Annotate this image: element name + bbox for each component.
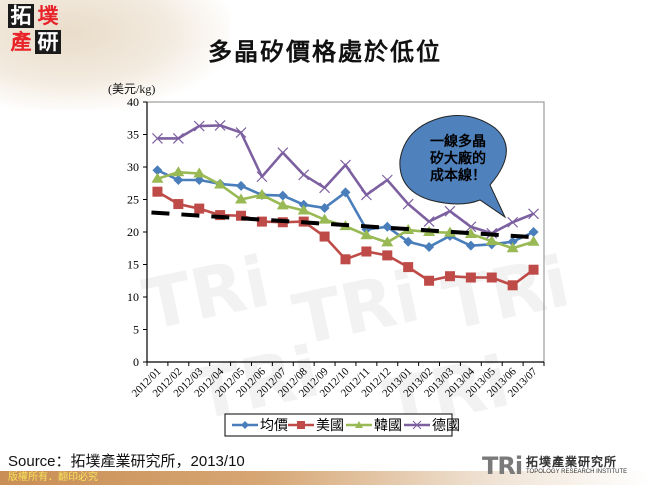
y-axis-unit-label: (美元/kg)	[108, 82, 156, 96]
annotation-text: 一線多晶	[430, 133, 486, 150]
legend-label: 均價	[260, 417, 288, 434]
y-tick-label: 15	[127, 258, 139, 272]
svg-text:TRi: TRi	[136, 240, 276, 346]
org-name-zh: 拓墣產業研究所	[526, 455, 618, 469]
legend-label: 德國	[432, 418, 460, 434]
logo-char: 產	[10, 29, 32, 54]
annotation-text: 矽大廠的	[430, 150, 486, 167]
tri-corner-logo: 拓 墣 產 研	[8, 4, 64, 56]
y-tick-label: 35	[127, 128, 139, 142]
y-tick-label: 25	[127, 193, 139, 207]
y-tick-label: 5	[133, 323, 139, 337]
legend-label: 韓國	[374, 418, 402, 434]
series-德國	[152, 119, 539, 239]
logo-char: 研	[35, 30, 61, 54]
tri-mark: TRi	[482, 452, 523, 480]
y-tick-label: 20	[127, 225, 139, 239]
chart-legend: 均價 美國 韓國 德國	[224, 413, 460, 437]
logo-char: 拓	[8, 4, 34, 28]
footer-bar	[0, 471, 650, 485]
page-title: 多晶矽價格處於低位	[208, 37, 442, 66]
background-map	[0, 0, 230, 110]
source-caption: Source：拓墣產業研究所，2013/10	[8, 453, 245, 470]
svg-text:TRi: TRi	[436, 240, 576, 346]
cost-trendline	[151, 210, 534, 240]
y-tick-label: 30	[127, 160, 139, 174]
y-tick-label: 0	[133, 355, 139, 369]
logo-char: 墣	[37, 3, 59, 28]
legend-label: 美國	[316, 418, 344, 434]
y-tick-label: 10	[127, 290, 139, 304]
y-tick-label: 40	[127, 95, 139, 109]
annotation-text: 成本線！	[430, 167, 486, 184]
copyright-notice: 版權所有．翻印必究	[8, 472, 98, 483]
org-name-en: TOPOLOGY RESEARCH INSTITUTE	[526, 469, 628, 475]
tri-institute-logo: TRi 拓墣產業研究所 TOPOLOGY RESEARCH INSTITUTE	[482, 452, 647, 480]
